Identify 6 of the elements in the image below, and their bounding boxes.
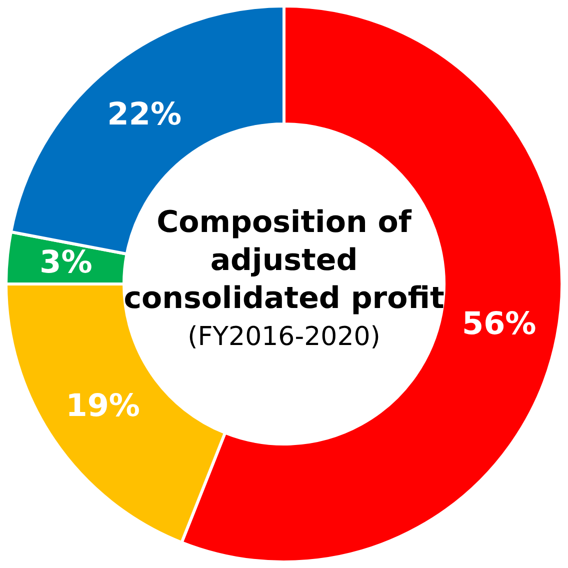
data-label: 3%	[40, 244, 92, 280]
text: (FY2016-2020)	[188, 322, 380, 352]
data-label: 56%	[462, 306, 536, 342]
data-label: 19%	[66, 388, 140, 424]
data-label: 22%	[107, 96, 182, 132]
text: Composition of adjusted consolidated profit	[124, 205, 444, 316]
